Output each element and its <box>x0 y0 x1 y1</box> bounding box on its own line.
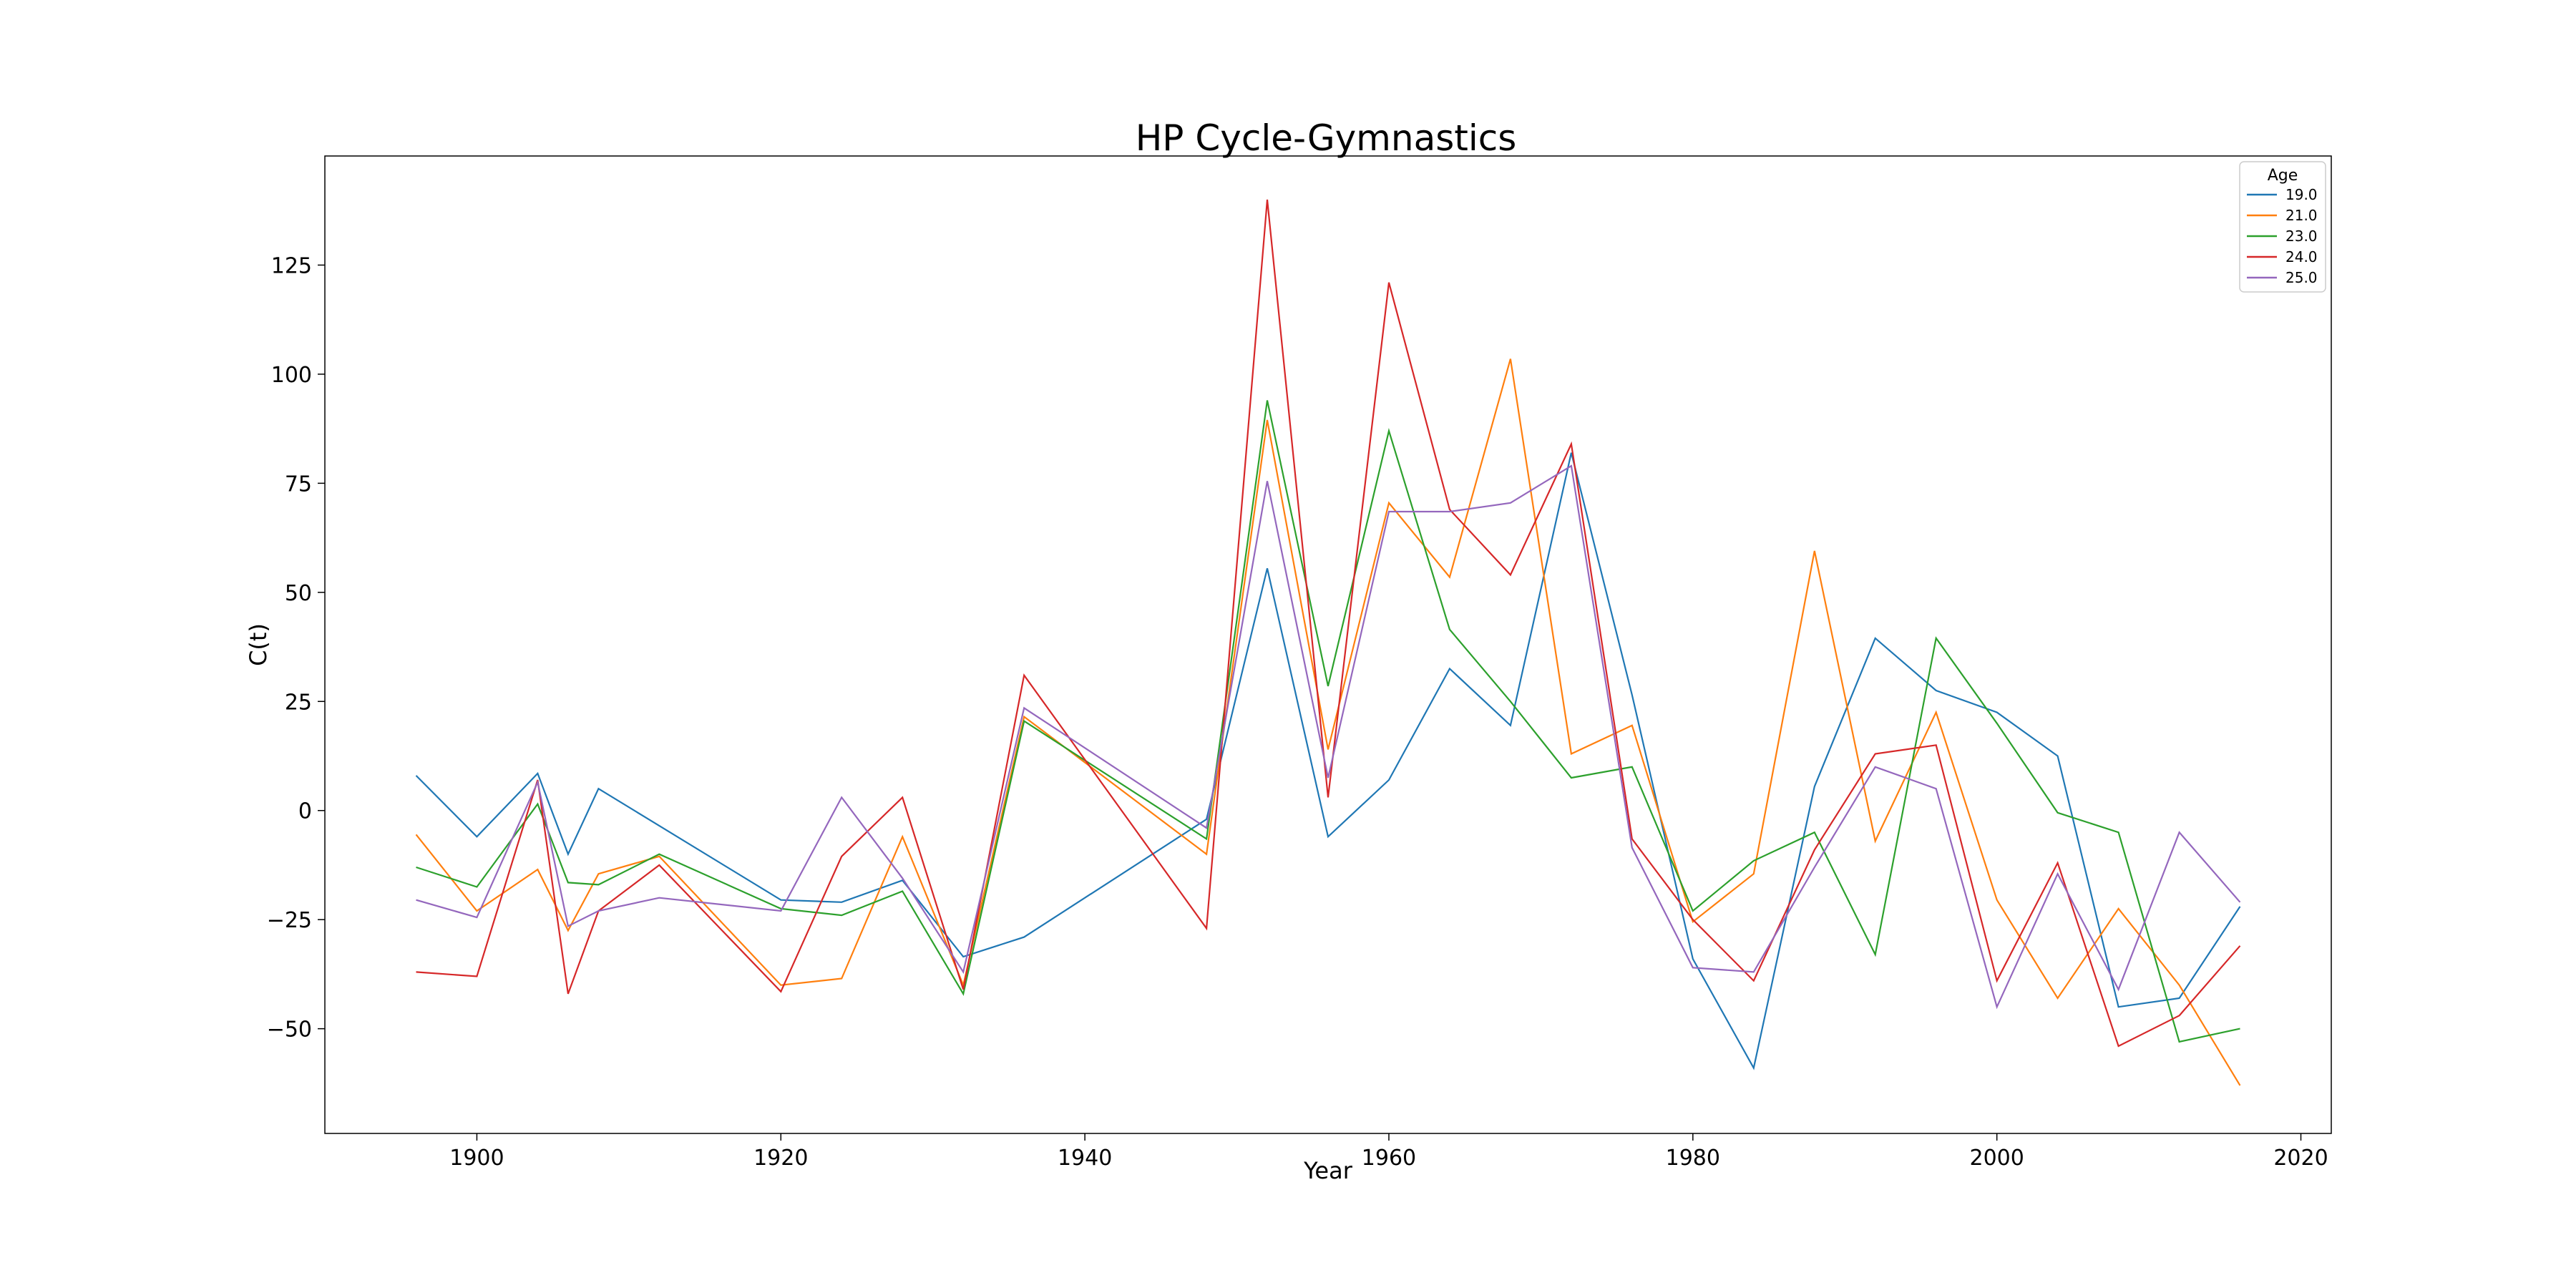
y-tick-label: 25 <box>285 690 312 715</box>
y-axis-label: C(t) <box>245 623 272 666</box>
legend-label-4: 25.0 <box>2285 269 2318 286</box>
series-line-4 <box>416 464 2241 1010</box>
x-tick-label: 2020 <box>2273 1146 2328 1171</box>
y-tick-label: 125 <box>271 253 312 278</box>
y-tick-label: −50 <box>267 1018 312 1043</box>
y-tick-label: 75 <box>285 472 312 497</box>
y-tick-label: 50 <box>285 581 312 606</box>
legend-label-2: 23.0 <box>2285 228 2318 245</box>
x-axis: 1900 1920 1940 1960 1980 2000 2020 <box>449 1133 2328 1171</box>
legend-label-3: 24.0 <box>2285 248 2318 265</box>
series-line-3 <box>416 199 2241 1048</box>
legend-title: Age <box>2268 167 2298 185</box>
x-tick-label: 2000 <box>1969 1146 2024 1171</box>
x-tick-label: 1920 <box>753 1146 808 1171</box>
x-tick-label: 1940 <box>1058 1146 1112 1171</box>
x-tick-label: 1960 <box>1362 1146 1416 1171</box>
series-line-0 <box>415 452 2241 1070</box>
plot-frame <box>324 155 2332 1134</box>
legend: Age 19.0 21.0 23.0 24.0 25.0 <box>2239 161 2326 293</box>
y-tick-label: 100 <box>271 363 312 388</box>
chart-title: HP Cycle-Gymnastics <box>1136 117 1517 159</box>
x-tick-label: 1980 <box>1666 1146 1720 1171</box>
y-tick-label: 0 <box>298 799 312 824</box>
series-line-1 <box>415 358 2241 1086</box>
plot-area <box>415 199 2241 1086</box>
x-tick-label: 1900 <box>449 1146 504 1171</box>
legend-label-0: 19.0 <box>2285 186 2318 203</box>
x-axis-label: Year <box>1303 1157 1353 1184</box>
series-line-2 <box>416 400 2240 1043</box>
y-tick-label: −25 <box>267 908 312 933</box>
legend-label-1: 21.0 <box>2285 207 2318 224</box>
y-axis: −50 −25 0 25 50 75 100 125 <box>267 253 325 1043</box>
